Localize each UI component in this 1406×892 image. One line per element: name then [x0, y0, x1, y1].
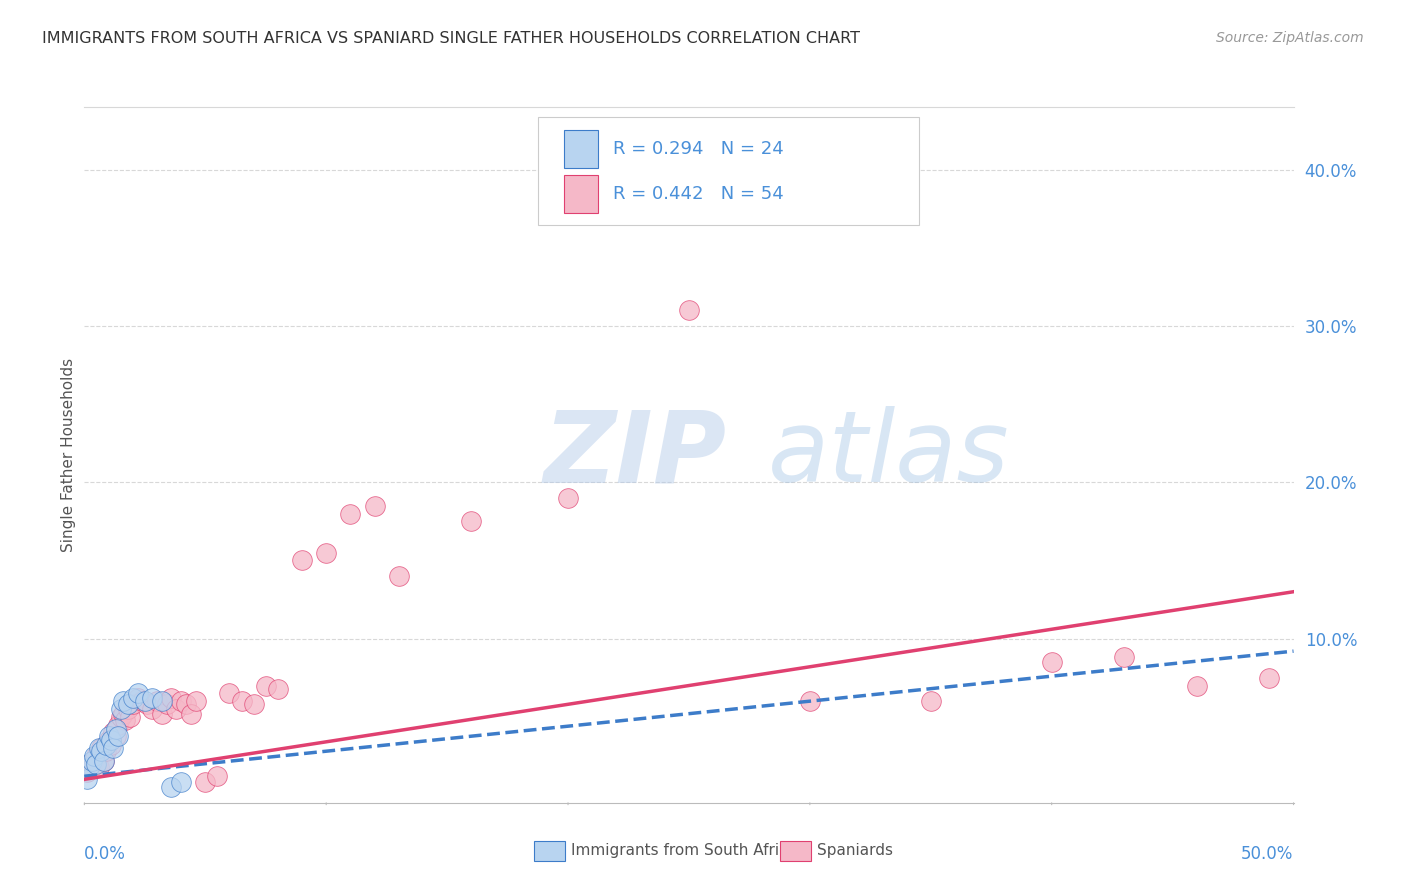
Point	[120, 710, 142, 724]
Point	[97, 733, 120, 747]
Point	[112, 694, 135, 708]
Point	[678, 303, 700, 318]
Text: IMMIGRANTS FROM SOUTH AFRICA VS SPANIARD SINGLE FATHER HOUSEHOLDS CORRELATION CH: IMMIGRANTS FROM SOUTH AFRICA VS SPANIARD…	[42, 31, 860, 46]
Point	[87, 760, 110, 774]
Point	[180, 706, 202, 721]
Point	[363, 499, 385, 513]
Point	[83, 754, 105, 768]
Point	[77, 760, 100, 774]
Point	[90, 744, 112, 758]
Point	[1258, 671, 1281, 685]
Point	[231, 694, 253, 708]
Point	[83, 748, 105, 763]
Point	[460, 514, 482, 528]
Point	[267, 681, 290, 696]
Text: Immigrants from South Africa: Immigrants from South Africa	[571, 844, 797, 858]
Point	[207, 769, 229, 783]
Text: Source: ZipAtlas.com: Source: ZipAtlas.com	[1216, 31, 1364, 45]
Point	[339, 507, 361, 521]
Point	[112, 706, 135, 721]
Point	[131, 694, 153, 708]
Point	[86, 756, 108, 771]
Point	[100, 733, 122, 747]
Point	[160, 780, 183, 794]
Point	[315, 546, 337, 560]
Point	[103, 725, 125, 739]
Bar	[564, 175, 599, 213]
Point	[150, 694, 173, 708]
Point	[117, 698, 139, 712]
Point	[76, 772, 98, 787]
Point	[155, 698, 177, 712]
Point	[150, 706, 173, 721]
Point	[103, 741, 125, 756]
Point	[184, 694, 207, 708]
Point	[80, 754, 103, 768]
Text: 50.0%: 50.0%	[1241, 845, 1294, 863]
Text: R = 0.294   N = 24: R = 0.294 N = 24	[613, 140, 783, 158]
Point	[170, 694, 193, 708]
Point	[557, 491, 579, 505]
Point	[87, 741, 110, 756]
Point	[93, 754, 115, 768]
Point	[141, 691, 163, 706]
Point	[136, 698, 159, 712]
Point	[121, 698, 143, 712]
Point	[134, 694, 156, 708]
Point	[1040, 655, 1063, 669]
Point	[141, 702, 163, 716]
Point	[93, 754, 115, 768]
Text: 0.0%: 0.0%	[84, 845, 127, 863]
Point	[242, 698, 264, 712]
Text: ZIP: ZIP	[544, 407, 727, 503]
Text: atlas: atlas	[768, 407, 1010, 503]
Point	[117, 702, 139, 716]
Point	[194, 775, 217, 789]
Point	[920, 694, 942, 708]
Y-axis label: Single Father Households: Single Father Households	[60, 358, 76, 552]
Point	[291, 553, 314, 567]
Point	[218, 686, 240, 700]
FancyBboxPatch shape	[538, 118, 918, 226]
Point	[110, 702, 132, 716]
Bar	[564, 129, 599, 168]
Point	[165, 702, 187, 716]
Point	[127, 691, 149, 706]
Point	[100, 738, 122, 752]
Point	[170, 775, 193, 789]
Point	[254, 679, 277, 693]
Point	[388, 569, 411, 583]
Point	[160, 691, 183, 706]
Point	[107, 729, 129, 743]
Point	[104, 729, 127, 743]
Point	[97, 729, 120, 743]
Point	[90, 741, 112, 756]
Point	[104, 723, 127, 737]
Point	[86, 748, 108, 763]
Point	[80, 760, 103, 774]
Point	[94, 744, 117, 758]
Point	[799, 694, 821, 708]
Point	[1114, 650, 1136, 665]
Point	[121, 691, 143, 706]
Text: Spaniards: Spaniards	[817, 844, 893, 858]
Point	[107, 717, 129, 731]
Point	[76, 764, 98, 779]
Point	[146, 694, 169, 708]
Point	[110, 710, 132, 724]
Text: R = 0.442   N = 54: R = 0.442 N = 54	[613, 185, 783, 203]
Point	[94, 738, 117, 752]
Point	[114, 713, 136, 727]
Point	[77, 756, 100, 771]
Point	[174, 698, 197, 712]
Point	[1185, 679, 1208, 693]
Point	[127, 686, 149, 700]
